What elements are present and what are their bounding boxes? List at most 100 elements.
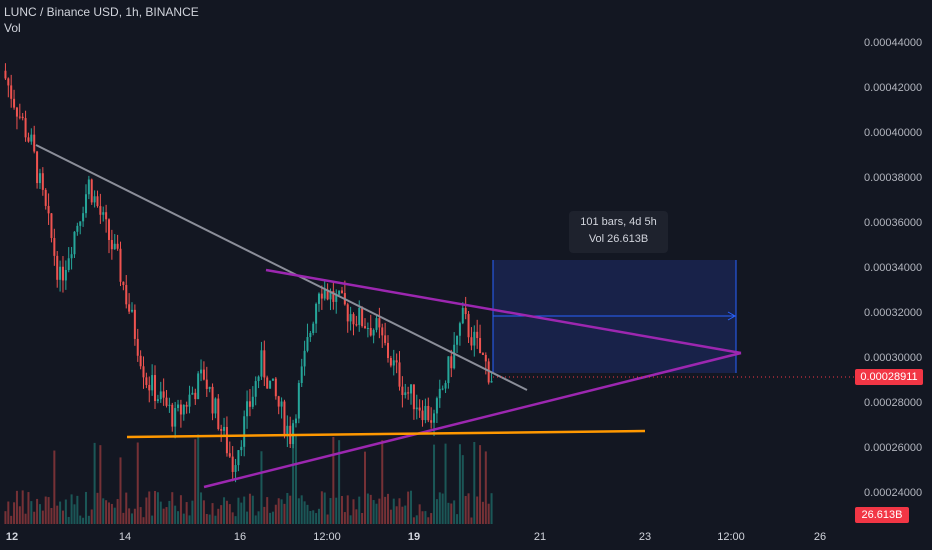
volume-bar [84, 491, 87, 524]
volume-bar [194, 439, 197, 524]
triangle-upper-line[interactable] [265, 268, 742, 355]
candle-body [286, 425, 289, 434]
volume-bar [263, 506, 266, 524]
triangle-lower-line[interactable] [203, 351, 742, 489]
volume-bar [99, 445, 102, 524]
candle-body [38, 173, 41, 184]
candle-body [378, 318, 381, 328]
volume-bar [47, 497, 50, 524]
descending-trendline[interactable] [35, 144, 528, 391]
candle-body [277, 396, 280, 407]
volume-bar [139, 507, 142, 524]
candle-body [82, 213, 85, 222]
candle-body [269, 380, 272, 389]
volume-bar [7, 501, 10, 524]
candle-body [53, 238, 56, 256]
volume-bar [246, 511, 249, 524]
candle-body [116, 243, 119, 249]
volume-bar [214, 515, 217, 524]
time-tick-label: 19 [407, 531, 421, 543]
volume-bar [286, 492, 289, 524]
volume-bar [53, 450, 56, 524]
volume-bar [349, 515, 352, 524]
volume-bar [185, 502, 188, 524]
candle-body [61, 266, 64, 281]
volume-bar [450, 503, 453, 524]
candle-body [154, 375, 157, 402]
volume-bar [154, 490, 157, 524]
support-line[interactable] [126, 429, 646, 439]
time-tick-label: 21 [533, 531, 547, 543]
candle-body [441, 388, 444, 390]
measure-bars-text: 101 bars, 4d 5h [580, 216, 657, 228]
volume-bar [283, 503, 286, 524]
candle-body [456, 335, 459, 345]
volume-bar [177, 511, 180, 524]
candle-body [346, 304, 349, 322]
candle-body [484, 354, 487, 362]
volume-bar [90, 509, 93, 524]
volume-bar [369, 494, 372, 524]
candle-body [438, 388, 441, 399]
volume-bar [407, 491, 410, 524]
volume-bar [41, 510, 44, 524]
volume-bar [148, 491, 151, 524]
volume-bar [461, 455, 464, 524]
price-tick-label: 0.00024000 [864, 487, 923, 499]
candle-body [254, 381, 257, 397]
candle-body [424, 405, 427, 421]
volume-bar [142, 517, 145, 524]
price-tick-label: 0.00044000 [864, 37, 923, 49]
volume-bar [358, 496, 361, 524]
candles [4, 63, 493, 483]
volume-bar [464, 495, 467, 524]
volume-bars [4, 432, 493, 524]
volume-bar [384, 496, 387, 524]
candle-body [450, 356, 453, 369]
volume-bar [401, 506, 404, 524]
candle-body [461, 308, 464, 324]
volume-bar [438, 492, 441, 524]
volume-bar [430, 513, 433, 524]
candle-body [148, 384, 151, 391]
candle-body [36, 151, 39, 184]
volume-bar [375, 503, 378, 524]
candle-body [251, 396, 254, 407]
volume-bar [217, 508, 220, 524]
candle-body [389, 358, 392, 366]
volume-bar [392, 498, 395, 524]
candle-body [283, 401, 286, 434]
volume-indicator-label[interactable]: Vol [4, 21, 21, 35]
volume-bar [484, 451, 487, 524]
candle-body [21, 116, 24, 119]
symbol-title[interactable]: LUNC / Binance USD, 1h, BINANCE [4, 5, 199, 19]
candle-body [363, 326, 367, 329]
volume-bar [410, 490, 413, 524]
volume-bar [171, 492, 174, 524]
candle-body [188, 394, 191, 407]
volume-bar [27, 492, 30, 524]
candle-body [225, 426, 228, 454]
volume-bar [33, 511, 36, 524]
volume-bar [64, 499, 67, 524]
volume-bar [240, 502, 243, 524]
volume-bar [476, 496, 479, 524]
candle-body [96, 196, 99, 207]
volume-bar [128, 508, 131, 524]
volume-bar [237, 497, 240, 524]
volume-bar [326, 514, 329, 524]
candle-body [234, 465, 237, 472]
candle-body [93, 196, 96, 203]
candle-body [260, 350, 263, 377]
candle-body [145, 377, 148, 385]
volume-bar [254, 515, 257, 524]
volume-bar [481, 501, 484, 524]
volume-bar [435, 499, 438, 524]
candle-body [418, 407, 421, 411]
volume-bar [309, 510, 312, 524]
measure-tooltip: 101 bars, 4d 5h Vol 26.613B [569, 211, 668, 253]
volume-bar [332, 436, 335, 524]
volume-bar [162, 508, 165, 524]
candle-body [128, 304, 131, 312]
